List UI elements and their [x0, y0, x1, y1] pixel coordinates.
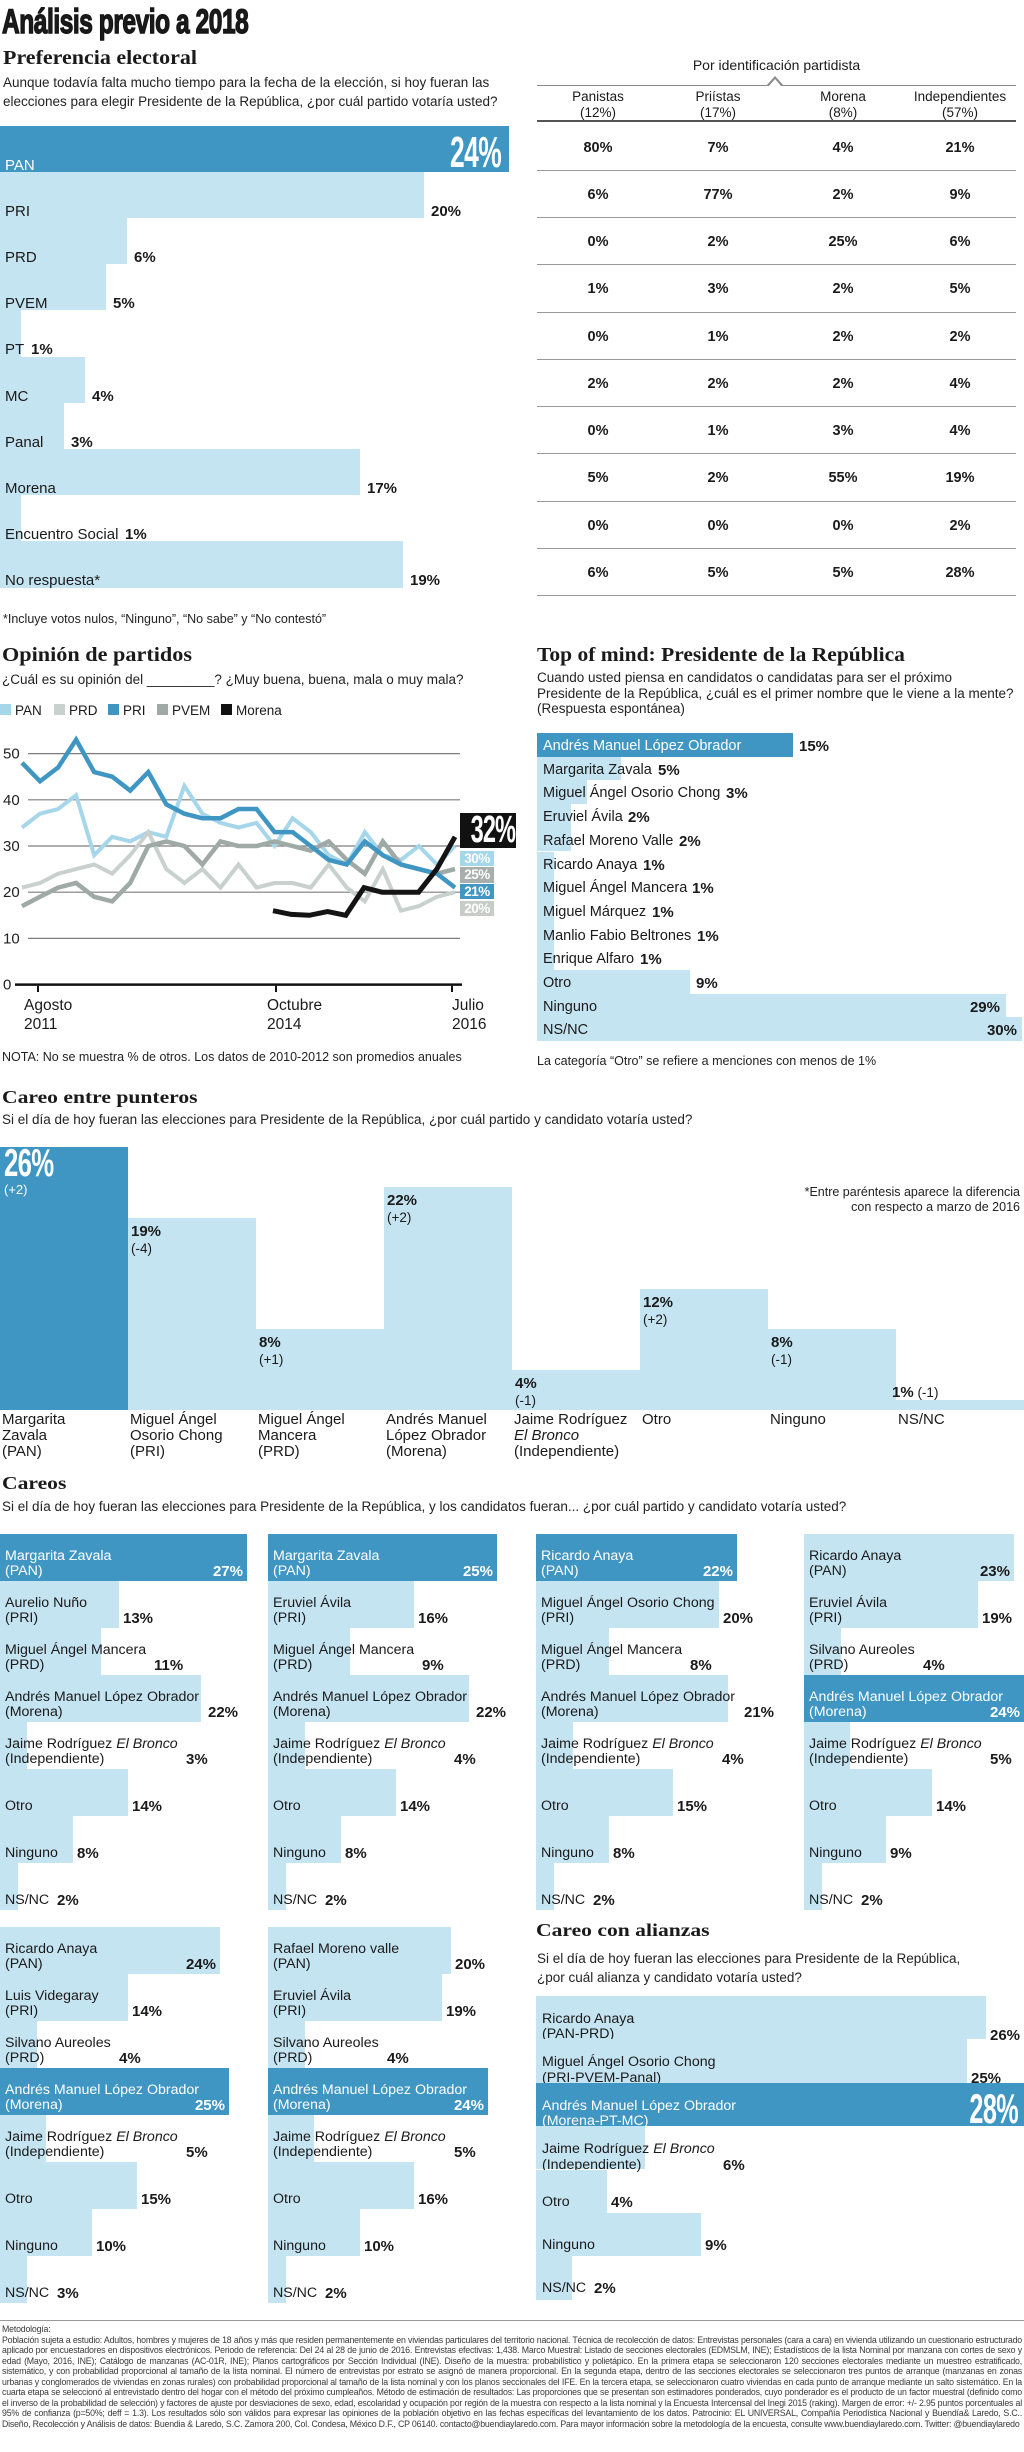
- svg-text:0: 0: [3, 977, 11, 994]
- svg-text:30: 30: [3, 838, 20, 855]
- svg-text:40: 40: [3, 792, 20, 809]
- svg-text:20: 20: [3, 884, 20, 901]
- svg-text:2016: 2016: [452, 1016, 486, 1033]
- svg-text:10: 10: [3, 930, 20, 947]
- svg-text:Octubre: Octubre: [267, 997, 322, 1014]
- svg-text:Agosto: Agosto: [24, 997, 72, 1014]
- svg-text:2011: 2011: [24, 1016, 57, 1033]
- svg-text:Julio: Julio: [452, 997, 484, 1014]
- svg-text:50: 50: [3, 746, 20, 763]
- svg-text:2014: 2014: [267, 1016, 302, 1033]
